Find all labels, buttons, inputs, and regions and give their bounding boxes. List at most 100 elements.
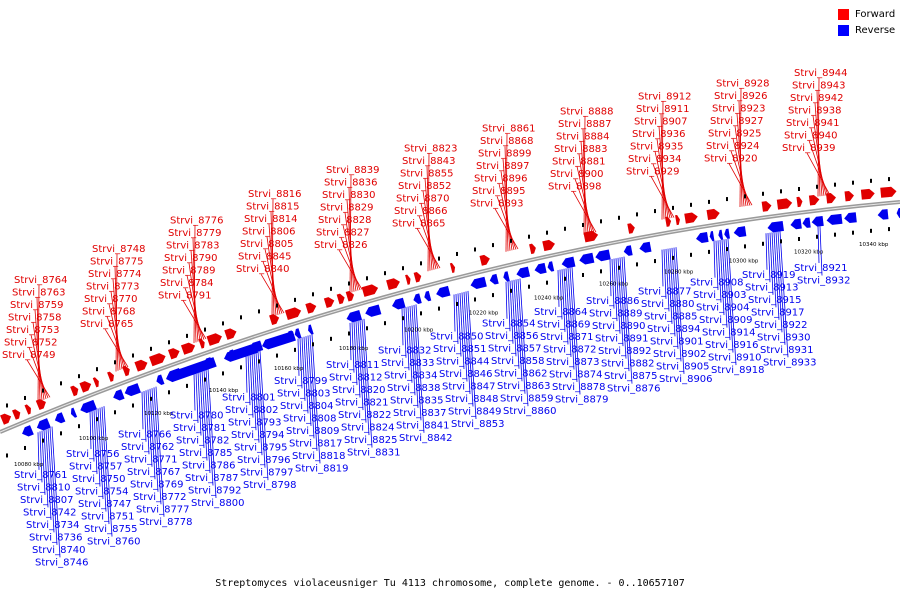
reverse-leader-line [251,353,257,431]
forward-gene-label: Strvi_8911 [636,104,690,115]
reverse-swatch [838,24,849,36]
forward-track-dot [672,205,674,210]
reverse-gene-label: Strvi_8837 [393,408,447,419]
reverse-leader-line [623,256,633,384]
forward-leader-line [110,291,123,370]
reverse-track-dot [204,377,206,382]
reverse-leader-line [353,321,358,386]
reverse-leader-line [93,409,98,475]
forward-leader-line [734,126,747,207]
forward-leader-line [32,322,45,400]
reverse-track-dot [240,365,242,370]
reverse-gene-label: Strvi_8762 [121,442,175,453]
reverse-gene-label: Strvi_8760 [87,537,141,548]
forward-leader-line [188,262,201,342]
reverse-gene-arrow [595,249,611,262]
forward-gene-arrow [224,328,237,340]
reverse-gene-label: Strvi_8787 [185,473,239,484]
reverse-leader-line [415,304,425,433]
reverse-gene-label: Strvi_8751 [81,512,135,523]
forward-leader-line [728,163,753,206]
forward-leader-line [500,171,513,251]
reverse-leader-line [49,427,58,545]
reverse-leader-line [361,319,370,436]
reverse-gene-label: Strvi_8848 [445,394,499,405]
reverse-track-dot [294,347,296,352]
forward-leader-line [264,249,281,315]
reverse-track-dot [690,252,692,257]
reverse-gene-arrow [124,383,141,397]
forward-gene-arrow [79,381,92,393]
axis-tick-label: 10300 kbp [729,259,759,265]
forward-gene-label: Strvi_8764 [14,275,68,286]
forward-gene-label: Strvi_8865 [392,218,446,229]
reverse-gene-label: Strvi_8761 [14,470,68,481]
reverse-leader-line [311,334,321,464]
forward-track-dot [816,184,818,189]
reverse-leader-line [303,336,309,414]
forward-gene-arrow [35,399,46,410]
reverse-gene-arrow [22,425,34,437]
reverse-track-dot [366,326,368,331]
reverse-leader-line [457,293,462,357]
forward-gene-label: Strvi_8897 [476,161,530,172]
forward-track-dot [204,327,206,332]
reverse-leader-line [461,292,468,382]
reverse-leader-line [517,278,526,394]
reverse-leader-line [559,269,563,320]
forward-gene-arrow [92,377,99,388]
reverse-gene-arrow [724,228,730,239]
forward-leader-line [420,203,437,270]
forward-leader-line [266,236,279,315]
forward-gene-label: Strvi_8924 [706,141,760,152]
forward-gene-label: Strvi_8839 [326,165,380,176]
reverse-gene-label: Strvi_8807 [20,495,74,506]
reverse-gene-label: Strvi_8797 [240,468,294,479]
reverse-gene-label: Strvi_8908 [690,278,744,289]
forward-leader-line [816,90,821,197]
reverse-gene-label: Strvi_8772 [133,492,187,503]
reverse-track-dot [456,301,458,306]
reverse-leader-line [617,257,624,347]
forward-gene-label: Strvi_8840 [236,264,290,275]
reverse-track-dot [222,371,224,376]
reverse-gene-label: Strvi_8904 [696,303,750,314]
forward-gene-label: Strvi_8830 [322,190,376,201]
reverse-leader-line [507,281,511,332]
reverse-leader-line [407,306,413,383]
forward-leader-line [576,166,593,234]
forward-track-dot [618,215,620,220]
reverse-gene-label: Strvi_8851 [433,344,487,355]
reverse-track-dot [600,269,602,274]
forward-leader-line [30,334,47,400]
forward-leader-line [814,102,823,197]
reverse-gene-arrow [811,215,824,227]
forward-gene-label: Strvi_8768 [82,307,136,318]
legend-item-reverse: Reverse [838,22,895,38]
reverse-leader-line [257,351,266,468]
reverse-leader-line [771,232,777,308]
reverse-leader-line [669,248,676,337]
reverse-gene-label: Strvi_8909 [699,315,753,326]
forward-leader-line [270,211,275,317]
reverse-gene-label: Strvi_8849 [448,407,502,418]
reverse-leader-line [453,294,456,332]
forward-gene-arrow [24,404,31,415]
reverse-gene-label: Strvi_8869 [537,319,591,330]
reverse-leader-line [713,240,716,278]
reverse-gene-arrow [709,231,715,242]
forward-gene-label: Strvi_8943 [792,81,846,92]
forward-leader-line [810,127,827,196]
reverse-track-dot [312,342,314,347]
reverse-track-dot [24,445,26,450]
reverse-gene-label: Strvi_8921 [794,263,848,274]
reverse-gene-arrow [826,213,843,225]
reverse-gene-label: Strvi_8767 [127,467,181,478]
reverse-gene-label: Strvi_8818 [292,451,346,462]
reverse-gene-label: Strvi_8803 [277,388,331,399]
reverse-gene-label: Strvi_8796 [237,455,291,466]
forward-leader-line [426,165,431,271]
forward-gene-arrow [386,278,400,291]
forward-gene-label: Strvi_8789 [162,265,216,276]
